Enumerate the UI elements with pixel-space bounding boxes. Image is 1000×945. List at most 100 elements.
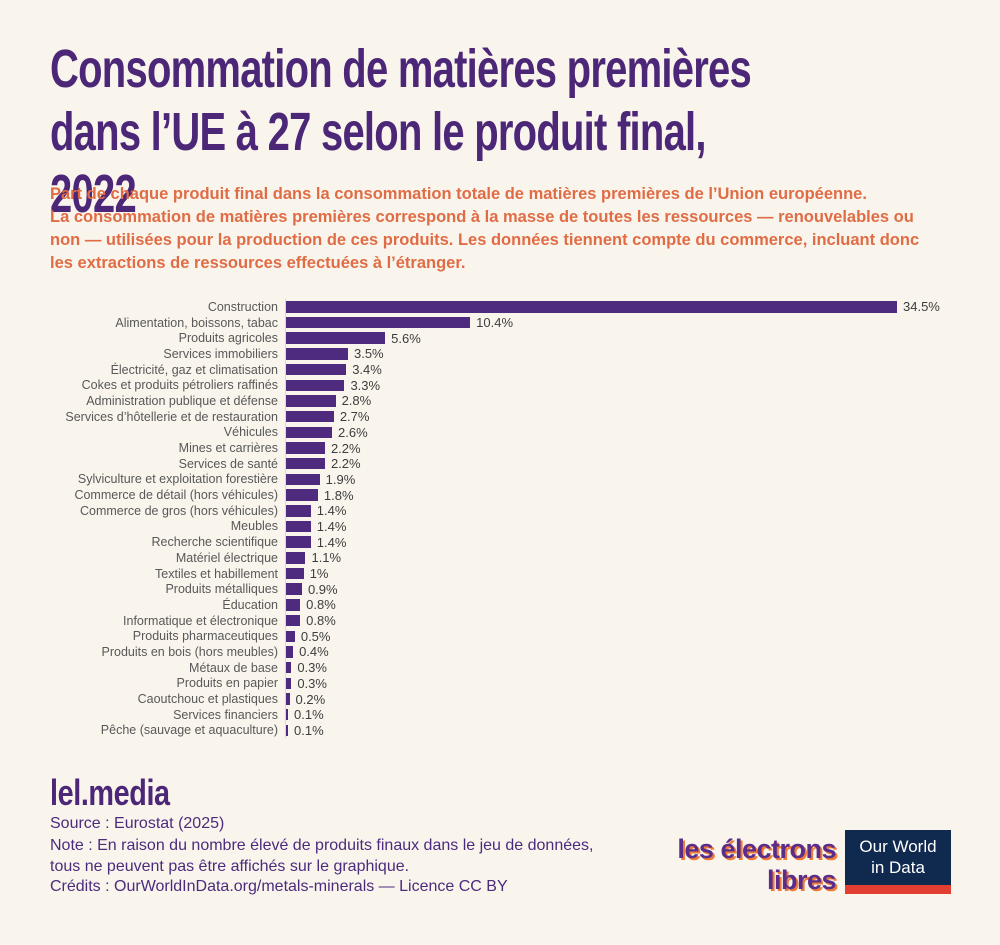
bar (286, 395, 336, 407)
bar-row: Produits pharmaceutiques 0.5% (20, 628, 980, 645)
bar (286, 677, 292, 690)
bar-category-label: Électricité, gaz et climatisation (110, 362, 278, 377)
bar-category-label: Recherche scientifique (151, 535, 278, 550)
bar (286, 379, 345, 392)
bar (286, 536, 311, 548)
bar-track: 2.7% (285, 408, 980, 425)
bar-value-label: 1.4% (316, 518, 347, 534)
bar (286, 301, 897, 313)
bar-row: Construction 34.5% (20, 299, 980, 315)
bar-value-label: 3.4% (352, 362, 382, 378)
bar-track: 0.2% (285, 691, 980, 707)
owid-logo: Our World in Data (845, 830, 951, 894)
bar-track: 3.3% (285, 377, 980, 394)
bar-category-label: Services immobiliers (163, 346, 278, 361)
bar-value-label: 0.3% (297, 660, 327, 676)
bar-category-label: Administration publique et défense (86, 393, 278, 408)
bar-category-label: Commerce de gros (hors véhicules) (80, 503, 278, 518)
bar-value-label: 0.2% (295, 691, 326, 707)
bar-category-label: Informatique et électronique (123, 613, 278, 628)
bar-value-label: 2.2% (330, 440, 361, 456)
bar-category-label: Métaux de base (189, 660, 278, 675)
bar-category-label: Mines et carrières (178, 441, 278, 456)
bar-value-label: 0.9% (307, 581, 338, 597)
bar (286, 661, 292, 674)
bar-value-label: 0.1% (294, 722, 324, 738)
bar-row: Produits en bois (hors meubles) 0.4% (20, 644, 980, 660)
owid-logo-line1: Our World (859, 836, 937, 856)
bar-value-label: 0.8% (306, 597, 336, 613)
bar-track: 0.9% (285, 581, 980, 598)
bar-track: 1% (285, 565, 980, 582)
bar (286, 567, 304, 580)
bar-track: 10.4% (285, 314, 980, 331)
bar (286, 583, 302, 595)
bar-category-label: Textiles et habillement (155, 566, 278, 581)
bar-track: 1.8% (285, 487, 980, 503)
bar-row: Alimentation, boissons, tabac 10.4% (20, 314, 980, 331)
bar-value-label: 2.2% (330, 456, 361, 472)
bar (286, 614, 301, 627)
bar-row: Services financiers 0.1% (20, 706, 980, 723)
bar-category-label: Sylviculture et exploitation forestière (77, 472, 278, 487)
bar-track: 0.4% (285, 644, 980, 660)
bar-value-label: 1.8% (323, 487, 354, 503)
bar-row: Sylviculture et exploitation forestière 1… (20, 471, 980, 488)
bar-row: Services d’hôtellerie et de restauration… (20, 408, 980, 425)
bar-value-label: 1.4% (316, 534, 347, 550)
bar (286, 316, 471, 329)
bar-row: Produits agricoles 5.6% (20, 330, 980, 347)
bar-value-label: 2.8% (341, 393, 372, 409)
bar-row: Cokes et produits pétroliers raffinés 3.3… (20, 377, 980, 394)
bar-category-label: Matériel électrique (175, 550, 278, 565)
bar-value-label: 1.9% (325, 471, 356, 487)
bar-category-label: Construction (207, 299, 278, 314)
bar (286, 520, 311, 533)
bar-row: Produits en papier 0.3% (20, 675, 980, 692)
bar (286, 505, 311, 517)
bar-category-label: Produits pharmaceutiques (132, 629, 278, 644)
bar-track: 3.5% (285, 346, 980, 362)
source-line: Source : Eurostat (2025) (50, 815, 225, 832)
bar-track: 1.1% (285, 550, 980, 566)
electrons-libres-logo-line1: les électrons (677, 834, 836, 864)
bar (286, 552, 306, 564)
note-line: Note : En raison du nombre élevé de prod… (50, 837, 594, 876)
bar-track: 2.8% (285, 393, 980, 409)
bar (286, 630, 295, 643)
bar-category-label: Services de santé (178, 456, 278, 471)
bar-value-label: 0.3% (297, 675, 327, 691)
bar (286, 489, 318, 501)
bar-value-label: 3.3% (350, 377, 381, 393)
bar (286, 348, 348, 360)
bar-track: 0.5% (285, 628, 980, 645)
bar-track: 2.2% (285, 455, 980, 472)
bar (286, 332, 386, 344)
chart-subtitle: Part de chaque produit final dans la con… (50, 185, 920, 273)
bar (286, 410, 334, 423)
bar-row: Recherche scientifique 1.4% (20, 534, 980, 550)
bar-category-label: Produits agricoles (178, 331, 278, 346)
bar-row: Véhicules 2.6% (20, 424, 980, 441)
bar-track: 5.6% (285, 330, 980, 347)
bar-row: Électricité, gaz et climatisation 3.4% (20, 361, 980, 378)
bar (286, 599, 301, 611)
bar-row: Services immobiliers 3.5% (20, 346, 980, 362)
bar-value-label: 0.4% (299, 644, 329, 660)
bar-row: Services de santé 2.2% (20, 455, 980, 472)
bar-row: Produits métalliques 0.9% (20, 581, 980, 598)
electrons-libres-logo-line2: libres (766, 865, 837, 896)
bar-track: 0.3% (285, 659, 980, 676)
bar-track: 0.1% (285, 722, 980, 739)
bar (286, 457, 325, 470)
bar-value-label: 10.4% (476, 315, 514, 331)
electrons-libres-logo: les électrons libres (630, 834, 836, 897)
bar-category-label: Services d’hôtellerie et de restauration (65, 409, 278, 424)
owid-logo-red-bar (845, 885, 951, 894)
page-title: Consommation de matières premières dans … (50, 39, 752, 225)
owid-logo-text: Our World in Data (845, 830, 951, 885)
bar-track: 1.4% (285, 534, 980, 550)
bar-value-label: 1% (309, 566, 329, 582)
bar-value-label: 5.6% (391, 330, 421, 346)
bar-track: 0.1% (285, 706, 980, 723)
